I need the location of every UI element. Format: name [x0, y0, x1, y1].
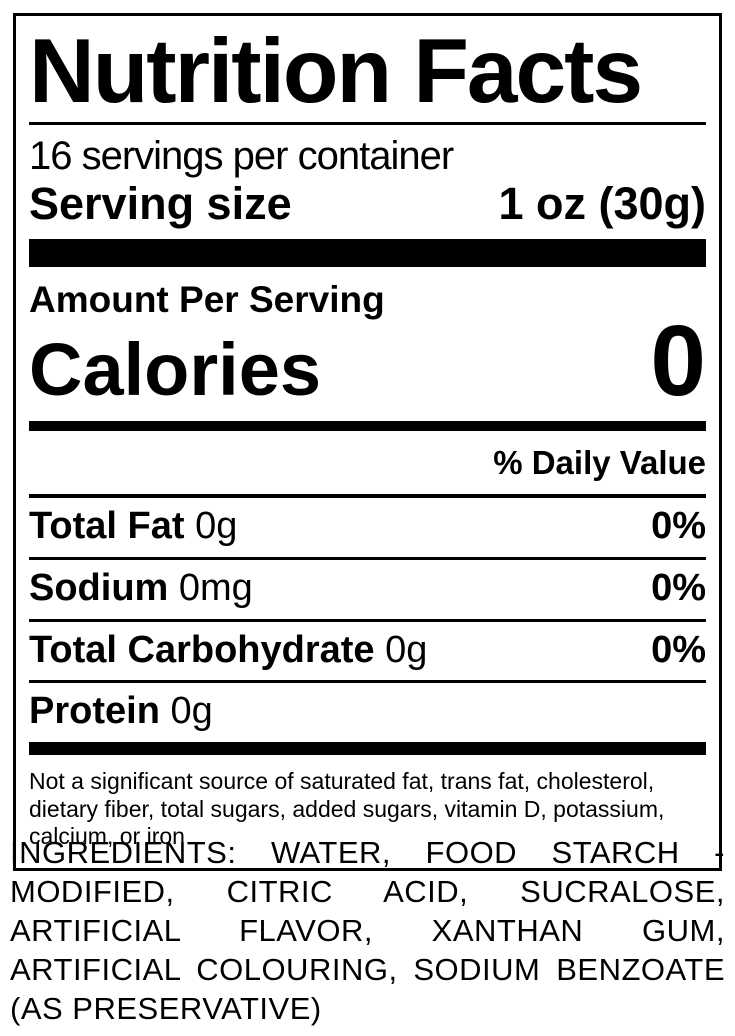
nutrient-row-total-fat: Total Fat 0g 0% — [29, 498, 706, 557]
title-divider — [29, 121, 706, 125]
serving-size-label: Serving size — [29, 177, 292, 229]
calories-label: Calories — [29, 327, 322, 411]
nutrient-daily-value: 0% — [651, 628, 706, 671]
nutrient-name-amount: Sodium 0mg — [29, 566, 253, 609]
nutrient-row-total-carbohydrate: Total Carbohydrate 0g 0% — [29, 618, 706, 681]
footnote-divider-thick — [29, 742, 706, 756]
nutrient-name-amount: Total Carbohydrate 0g — [29, 628, 428, 671]
label-title: Nutrition Facts — [29, 21, 643, 122]
daily-value-header: % Daily Value — [493, 443, 706, 481]
nutrient-name: Total Fat — [29, 504, 185, 547]
section-divider-thick — [29, 420, 706, 431]
nutrient-daily-value: 0% — [651, 566, 706, 609]
nutrient-amount: 0g — [385, 628, 428, 671]
calories-value: 0 — [650, 304, 706, 417]
serving-size-value: 1 oz (30g) — [498, 177, 706, 229]
nutrition-facts-label: Nutrition Facts 16 servings per containe… — [13, 13, 722, 871]
footnote: Not a significant source of saturated fa… — [29, 768, 665, 849]
servings-per-container: 16 servings per container — [29, 133, 454, 178]
nutrient-amount: 0g — [170, 690, 213, 733]
nutrient-amount: 0mg — [178, 566, 253, 609]
section-divider-extra-thick — [29, 238, 706, 267]
nutrient-name: Sodium — [29, 566, 169, 609]
nutrient-amount: 0g — [195, 504, 238, 547]
nutrient-table: Total Fat 0g 0% Sodium 0mg 0% Total Carb… — [29, 493, 706, 743]
amount-per-serving-label: Amount Per Serving — [29, 278, 385, 320]
nutrient-name-amount: Protein 0g — [29, 692, 213, 732]
ingredients-text: INGREDIENTS: WATER, FOOD STARCH - MODIFI… — [10, 835, 725, 1027]
nutrient-name-amount: Total Fat 0g — [29, 504, 238, 547]
serving-size-row: Serving size 1 oz (30g) — [29, 177, 706, 229]
nutrient-name: Total Carbohydrate — [29, 628, 375, 671]
calories-row: Calories 0 — [29, 304, 706, 417]
nutrient-name: Protein — [29, 690, 160, 733]
nutrient-daily-value: 0% — [651, 504, 706, 547]
nutrient-row-protein: Protein 0g — [29, 680, 706, 742]
nutrient-row-sodium: Sodium 0mg 0% — [29, 556, 706, 619]
